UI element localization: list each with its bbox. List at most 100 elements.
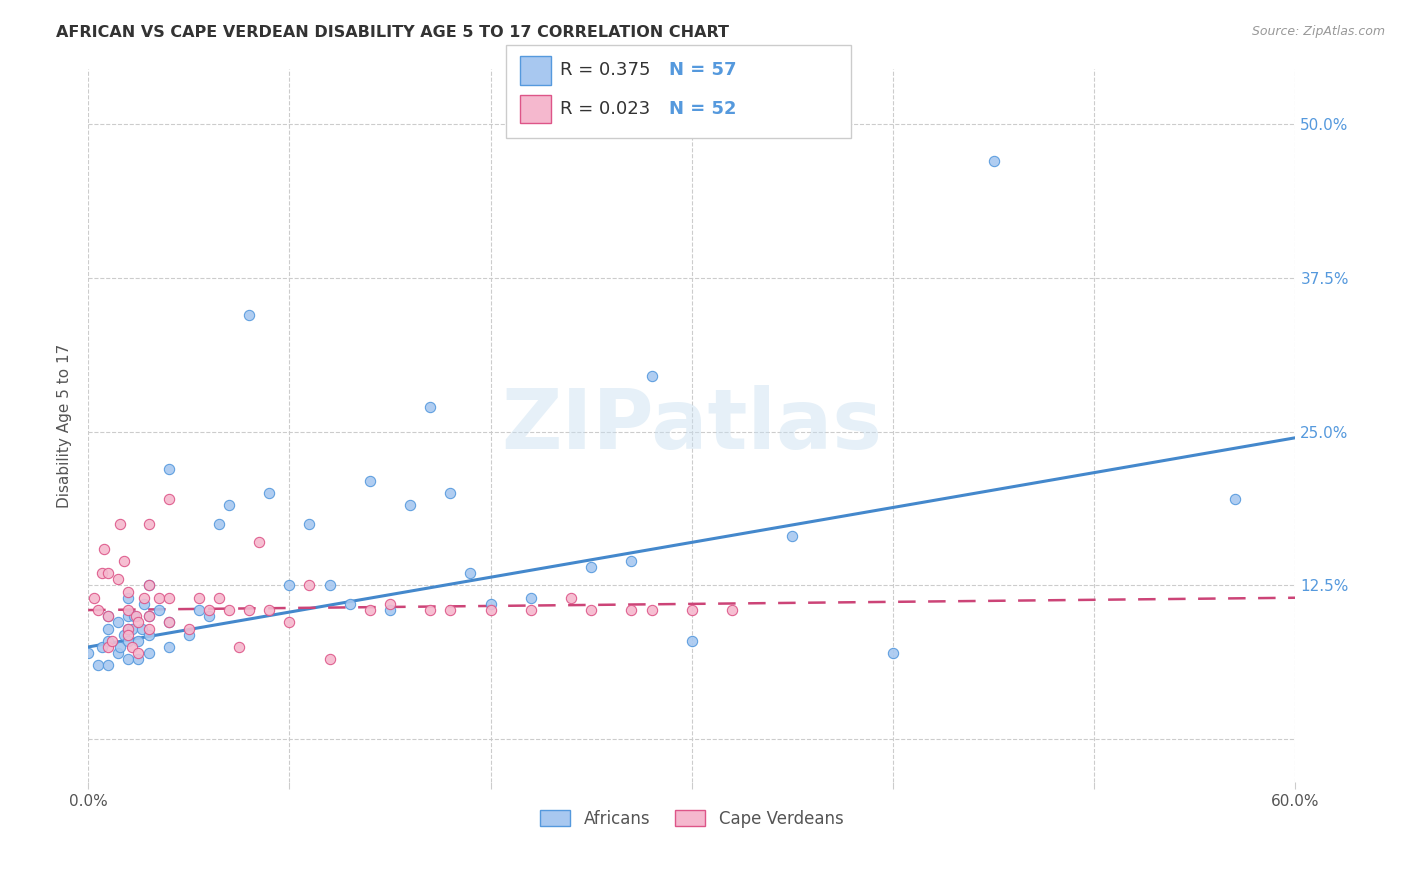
Point (419, 400, 441, 414)
Point (112, 628, 135, 642)
Point (359, 603, 381, 617)
Point (681, 603, 703, 617)
Point (157, 492, 180, 507)
Point (127, 652, 149, 666)
Text: N = 52: N = 52 (669, 100, 737, 118)
Point (97, 566, 120, 581)
Point (77, 646, 100, 660)
Point (138, 578, 160, 592)
Point (127, 633, 149, 648)
Point (117, 591, 139, 605)
Point (218, 603, 240, 617)
Point (97, 609, 120, 624)
Point (157, 640, 180, 654)
Point (112, 554, 135, 568)
Point (278, 578, 301, 592)
Point (125, 609, 148, 624)
Point (138, 609, 160, 624)
Point (127, 646, 149, 660)
Point (378, 597, 401, 611)
Point (681, 633, 703, 648)
Point (91, 566, 114, 581)
Text: ZIPatlas: ZIPatlas (502, 385, 883, 466)
Point (138, 516, 160, 531)
Point (121, 622, 143, 636)
Point (479, 597, 502, 611)
Point (378, 603, 401, 617)
Point (187, 591, 209, 605)
Point (579, 560, 602, 574)
Point (134, 591, 156, 605)
Point (339, 597, 361, 611)
Point (157, 591, 180, 605)
Point (117, 628, 139, 642)
Point (117, 622, 139, 636)
Point (124, 609, 146, 624)
Point (107, 646, 129, 660)
Point (228, 640, 250, 654)
Point (138, 609, 160, 624)
Point (91, 640, 114, 654)
Point (298, 578, 321, 592)
Point (721, 603, 744, 617)
Point (107, 615, 129, 630)
Point (138, 622, 160, 636)
Text: R = 0.023: R = 0.023 (560, 100, 650, 118)
Point (238, 308, 260, 322)
Point (138, 628, 160, 642)
Point (1223, 492, 1246, 507)
Point (620, 554, 643, 568)
Point (257, 603, 280, 617)
Point (218, 499, 240, 513)
Point (640, 603, 662, 617)
Point (97, 633, 120, 648)
Point (520, 591, 543, 605)
Point (87, 603, 110, 617)
Point (399, 499, 422, 513)
Point (83, 591, 105, 605)
Point (579, 603, 602, 617)
Point (177, 622, 200, 636)
Point (278, 615, 301, 630)
Text: AFRICAN VS CAPE VERDEAN DISABILITY AGE 5 TO 17 CORRELATION CHART: AFRICAN VS CAPE VERDEAN DISABILITY AGE 5… (56, 25, 730, 40)
Point (460, 566, 482, 581)
Point (93, 541, 115, 556)
Point (198, 609, 221, 624)
Text: R = 0.375: R = 0.375 (560, 62, 650, 79)
Point (131, 622, 153, 636)
Legend: Africans, Cape Verdeans: Africans, Cape Verdeans (534, 804, 851, 835)
Point (97, 658, 120, 673)
Point (479, 603, 502, 617)
Point (97, 640, 120, 654)
Point (208, 591, 231, 605)
Point (117, 584, 139, 599)
Point (101, 633, 124, 648)
Point (138, 646, 160, 660)
Point (560, 591, 582, 605)
Point (87, 658, 110, 673)
Point (439, 603, 461, 617)
Point (157, 615, 180, 630)
Point (110, 516, 132, 531)
Point (782, 529, 804, 543)
Point (117, 633, 139, 648)
Point (187, 603, 209, 617)
Point (157, 615, 180, 630)
Point (257, 486, 280, 500)
Point (882, 646, 904, 660)
Point (198, 603, 221, 617)
Point (983, 153, 1005, 168)
Point (298, 516, 321, 531)
Text: Source: ZipAtlas.com: Source: ZipAtlas.com (1251, 25, 1385, 38)
Point (117, 622, 139, 636)
Point (97, 622, 120, 636)
Point (138, 578, 160, 592)
Point (359, 474, 381, 488)
Point (208, 516, 231, 531)
Text: N = 57: N = 57 (669, 62, 737, 79)
Point (110, 640, 132, 654)
Point (117, 652, 139, 666)
Point (117, 609, 139, 624)
Point (148, 591, 170, 605)
Point (107, 572, 129, 586)
